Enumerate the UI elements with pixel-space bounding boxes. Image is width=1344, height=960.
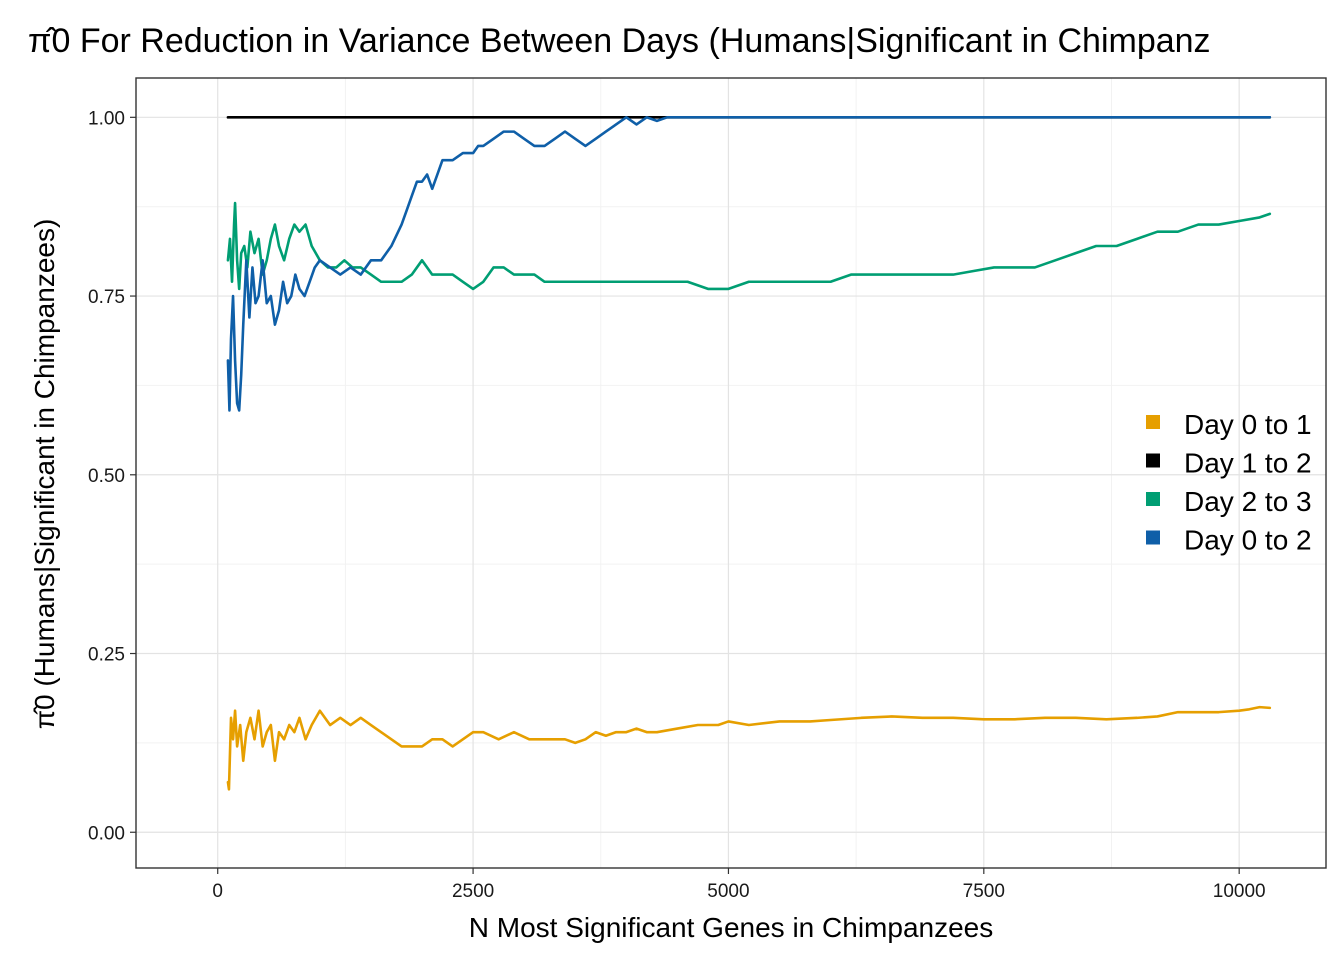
chart-title: π̂0 For Reduction in Variance Between Da… [28, 22, 1211, 60]
legend-key-day-1-to-2 [1146, 453, 1160, 468]
series-line-day-0-to-1 [226, 705, 1272, 791]
legend: Day 0 to 1 Day 1 to 2 Day 2 to 3 Day 0 to 2 [1146, 409, 1312, 556]
legend-key-day-0-to-1 [1146, 415, 1160, 429]
plot-background [136, 78, 1326, 868]
y-tick-label: 1.00 [88, 108, 125, 129]
plot-panel [135, 77, 1327, 869]
legend-label-day-0-to-2: Day 0 to 2 [1184, 525, 1312, 556]
x-tick-label: 5000 [707, 881, 749, 902]
series-lines [226, 116, 1272, 791]
y-tick-label: 0.25 [88, 645, 125, 666]
x-tick-label: 10000 [1213, 881, 1266, 902]
x-tick-label: 0 [212, 881, 223, 902]
y-tick-label: 0.00 [88, 823, 125, 844]
x-tick-label: 2500 [452, 881, 494, 902]
y-axis-title: π̂0 (Humans|Significant in Chimpanzees) [29, 219, 60, 730]
x-axis-title: N Most Significant Genes in Chimpanzees [469, 912, 993, 943]
legend-label-day-1-to-2: Day 1 to 2 [1184, 448, 1312, 479]
minor-gridlines [136, 78, 1326, 868]
series-line-day-2-to-3 [226, 201, 1272, 291]
series-line-day-0-to-2 [226, 116, 1272, 412]
y-tick-label: 0.50 [88, 466, 125, 487]
legend-label-day-0-to-1: Day 0 to 1 [1184, 409, 1312, 440]
legend-key-day-0-to-2 [1146, 530, 1160, 545]
plot-border [135, 77, 1327, 869]
legend-key-day-2-to-3 [1146, 492, 1160, 506]
x-tick-label: 7500 [963, 881, 1005, 902]
y-tick-label: 0.75 [88, 287, 125, 308]
y-axis-ticks: 0.00 0.25 0.50 0.75 1.00 [88, 108, 136, 844]
legend-label-day-2-to-3: Day 2 to 3 [1184, 486, 1312, 517]
x-axis-ticks: 0 2500 5000 7500 10000 [212, 868, 1266, 902]
